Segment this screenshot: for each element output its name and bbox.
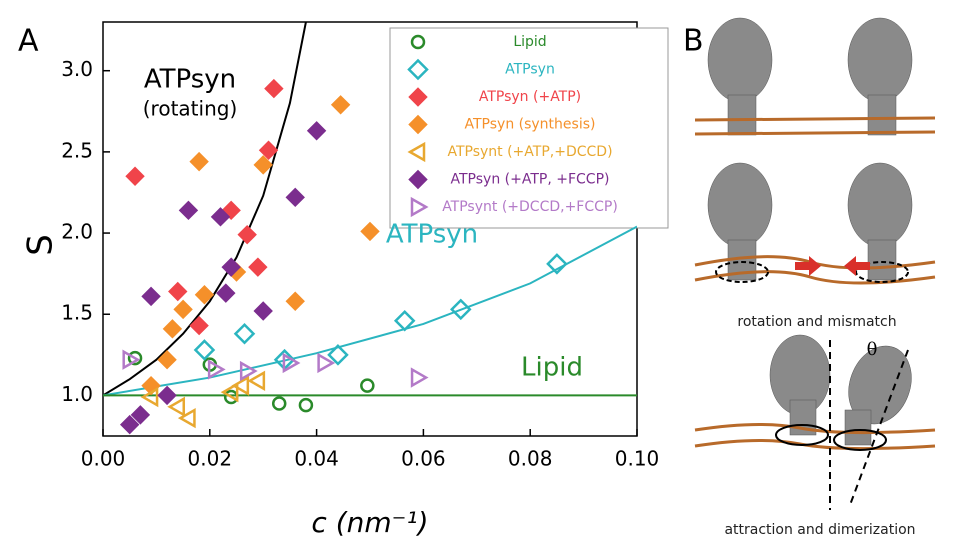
- point: [360, 378, 375, 393]
- x-tick-label: 0.02: [188, 447, 233, 471]
- point: [119, 414, 140, 435]
- y-tick-label: 2.5: [61, 138, 93, 162]
- legend-label: ATPsynt (+ATP,+DCCD): [447, 144, 612, 160]
- legend-marker: [410, 196, 429, 218]
- legend-box: [389, 27, 669, 229]
- point: [216, 283, 236, 303]
- fit-curve: [103, 225, 637, 397]
- point: [157, 349, 177, 370]
- point: [141, 286, 161, 307]
- annotation: ATPsyn: [144, 65, 236, 95]
- point: [125, 166, 145, 186]
- legend-label: ATPsyn (synthesis): [465, 117, 596, 133]
- x-tick-label: 0.08: [508, 447, 553, 471]
- legend-marker: [407, 141, 426, 163]
- annotation: ATPsyn: [386, 220, 478, 250]
- point: [393, 309, 416, 332]
- point: [450, 298, 472, 321]
- point: [157, 385, 177, 406]
- y-tick-label: 2.0: [61, 220, 93, 244]
- annotation: (rotating): [143, 97, 238, 121]
- legend-label: ATPsynt (+DCCD,+FCCP): [442, 199, 618, 215]
- x-tick-label: 0.10: [615, 447, 660, 471]
- fit-curve: [103, 22, 307, 397]
- legend-label: ATPsyn: [505, 62, 555, 78]
- point: [282, 352, 301, 374]
- y-tick-label: 1.0: [61, 382, 93, 406]
- caption: rotation and mismatch: [737, 314, 896, 330]
- point: [253, 155, 273, 175]
- point: [298, 397, 314, 413]
- point: [189, 151, 209, 172]
- point: [327, 344, 349, 366]
- legend-marker: [408, 87, 428, 107]
- x-axis-label: c (nm⁻¹): [311, 506, 428, 539]
- point: [285, 187, 305, 208]
- point: [317, 352, 336, 374]
- point: [248, 257, 268, 277]
- point: [210, 207, 231, 227]
- point: [168, 281, 188, 302]
- point: [233, 322, 256, 345]
- point: [173, 299, 193, 320]
- point: [306, 121, 327, 141]
- legend-marker: [408, 169, 428, 190]
- point: [258, 140, 279, 160]
- panel-label: B: [683, 24, 704, 59]
- x-tick-label: 0.04: [294, 447, 339, 471]
- legend-label: ATPsyn (+ATP, +FCCP): [451, 172, 610, 188]
- x-tick-label: 0.06: [401, 447, 446, 471]
- point: [177, 407, 196, 429]
- point: [264, 78, 284, 99]
- point: [220, 382, 239, 403]
- point: [167, 396, 186, 417]
- y-tick-label: 1.5: [61, 301, 93, 325]
- x-tick-label: 0.00: [81, 447, 126, 471]
- point: [140, 386, 159, 408]
- panel-label: A: [18, 24, 39, 59]
- plot-frame: [102, 21, 638, 437]
- legend-marker: [410, 34, 426, 50]
- y-axis-label: S: [21, 234, 61, 256]
- legend-marker: [408, 114, 428, 135]
- caption: attraction and dimerization: [724, 522, 915, 538]
- point: [237, 224, 257, 245]
- point: [271, 396, 287, 411]
- legend-label: Lipid: [513, 34, 546, 50]
- point: [189, 315, 209, 336]
- point: [285, 291, 305, 311]
- point: [231, 375, 250, 396]
- point: [221, 257, 241, 277]
- point: [410, 367, 429, 388]
- point: [127, 350, 143, 366]
- y-tick-label: 3.0: [61, 57, 93, 81]
- point: [207, 359, 226, 380]
- legend-label: ATPsyn (+ATP): [479, 89, 581, 105]
- point: [239, 360, 258, 382]
- point: [546, 253, 568, 275]
- point: [193, 339, 216, 361]
- point: [194, 285, 215, 305]
- point: [360, 221, 380, 242]
- point: [162, 319, 183, 339]
- annotation: Lipid: [521, 353, 583, 383]
- point: [122, 349, 141, 370]
- point: [247, 370, 266, 391]
- point: [253, 301, 273, 321]
- legend-marker: [407, 58, 429, 81]
- plot-area: [103, 22, 637, 435]
- point: [178, 200, 199, 221]
- point: [130, 405, 151, 425]
- caption: θ: [867, 339, 878, 360]
- point: [330, 95, 351, 115]
- illustration: [694, 17, 936, 510]
